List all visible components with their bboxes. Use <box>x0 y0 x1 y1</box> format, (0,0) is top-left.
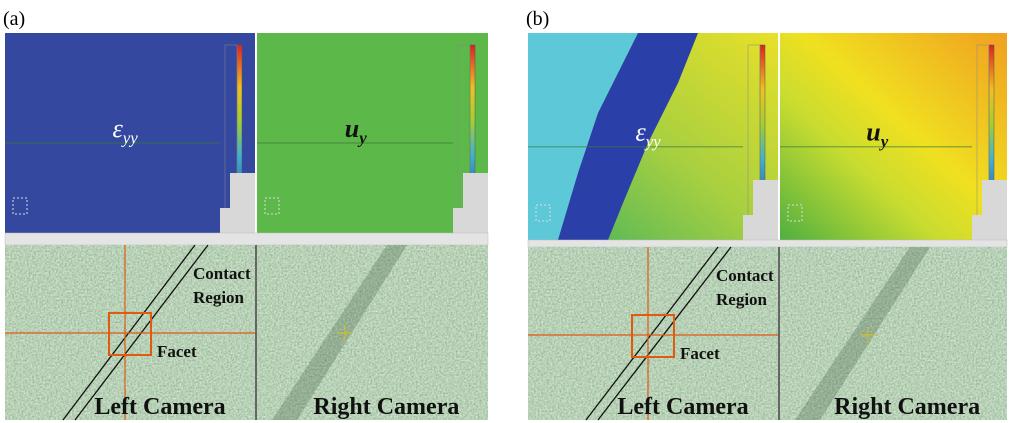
left-camera-label: Left Camera <box>94 394 225 420</box>
facet-label: Facet <box>680 344 720 363</box>
contact-label: Region <box>193 288 245 307</box>
displacement-symbol-subscript: y <box>879 132 889 151</box>
displacement-map <box>257 33 488 233</box>
figure: (a)εyyuyContactRegionFacetLeft CameraRig… <box>0 0 1009 423</box>
panel-label: (a) <box>3 8 25 30</box>
contact-label: Contact <box>716 266 774 285</box>
tab-strip <box>528 240 1007 247</box>
strain-symbol-subscript: yy <box>121 129 138 148</box>
right-camera-label: Right Camera <box>313 394 459 420</box>
contact-label: Region <box>716 290 768 309</box>
panel-label: (b) <box>526 8 549 30</box>
right-camera-label: Right Camera <box>834 394 980 420</box>
contact-label: Contact <box>193 264 251 283</box>
facet-label: Facet <box>157 342 197 361</box>
tab-strip <box>5 233 488 245</box>
displacement-symbol-subscript: y <box>357 129 367 148</box>
left-camera-label: Left Camera <box>617 394 748 420</box>
displacement-symbol-symbol: u <box>345 114 359 143</box>
displacement-map <box>780 33 1007 240</box>
strain-symbol-subscript: yy <box>644 132 661 151</box>
displacement-symbol-symbol: u <box>866 118 880 147</box>
